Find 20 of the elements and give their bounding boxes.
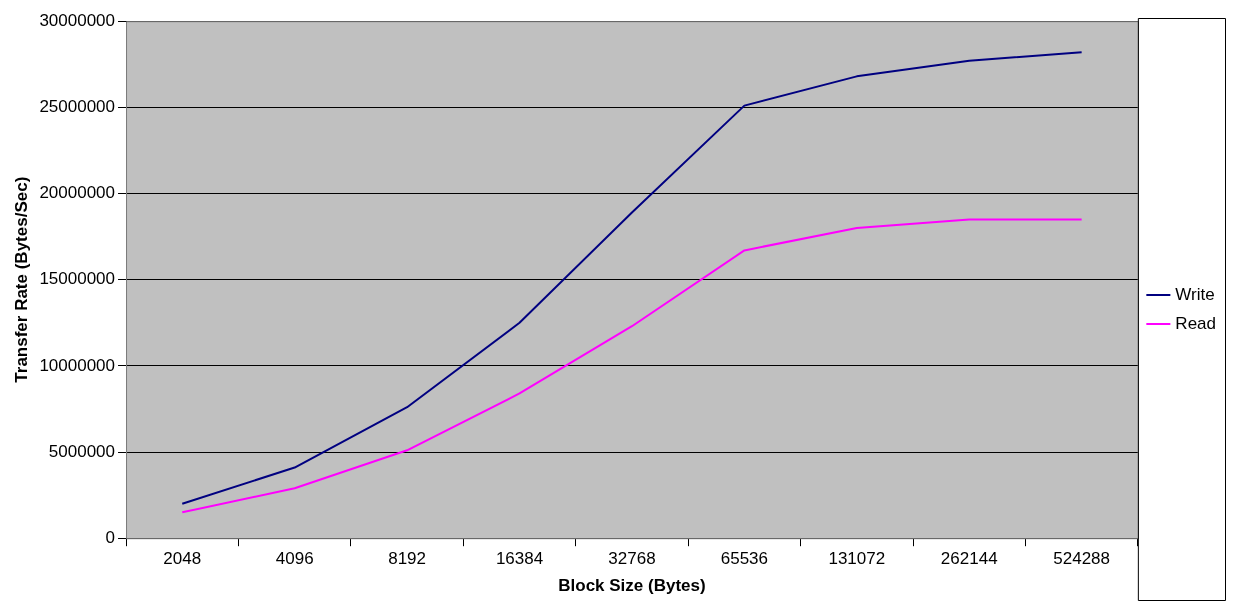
y-tick-label: 0 — [105, 527, 116, 547]
y-tick-label: 10000000 — [39, 355, 116, 375]
y-tick-label: 5000000 — [48, 441, 116, 461]
x-tick-label: 16384 — [495, 549, 544, 569]
x-tick-label: 65536 — [720, 549, 769, 569]
y-tick-label: 25000000 — [39, 97, 116, 117]
x-axis-title: Block Size (Bytes) — [558, 576, 706, 596]
y-axis-title: Transfer Rate (Bytes/Sec) — [11, 176, 31, 383]
x-tick-label: 4096 — [275, 549, 314, 569]
x-tick-label: 32768 — [608, 549, 656, 569]
y-tick-label: 30000000 — [39, 10, 116, 30]
x-tick-label: 262144 — [940, 549, 998, 569]
x-tick-label: 524288 — [1053, 549, 1111, 569]
y-tick-label: 15000000 — [39, 269, 116, 289]
legend-label: Write — [1175, 284, 1215, 304]
x-tick-label: 8192 — [388, 549, 427, 569]
x-tick-label: 131072 — [828, 549, 886, 569]
y-tick-label: 20000000 — [39, 183, 116, 203]
legend-label: Read — [1175, 313, 1216, 333]
x-tick-label: 2048 — [163, 549, 202, 569]
